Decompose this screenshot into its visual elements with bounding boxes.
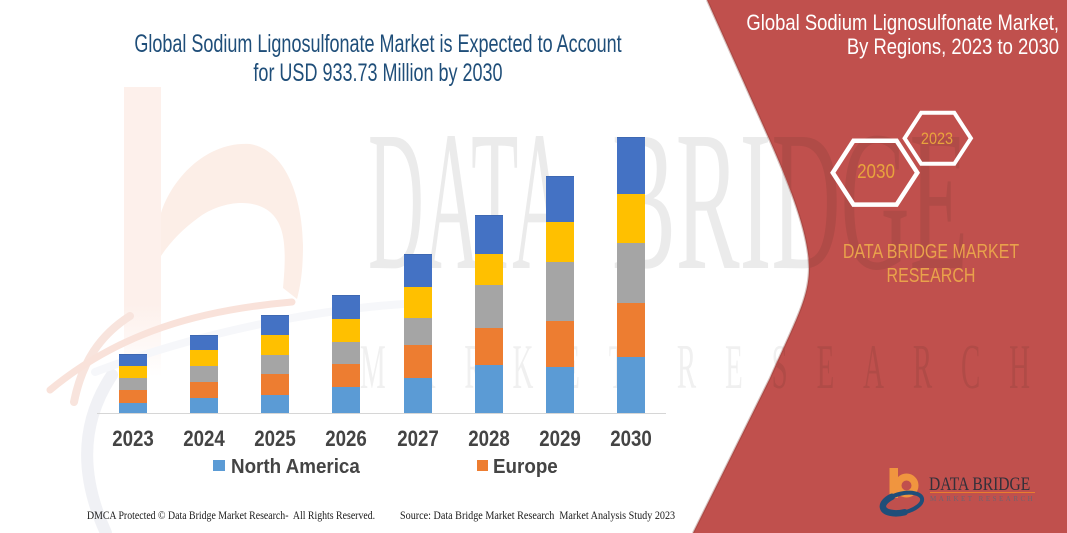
svg-text:DATA: DATA	[368, 91, 568, 312]
